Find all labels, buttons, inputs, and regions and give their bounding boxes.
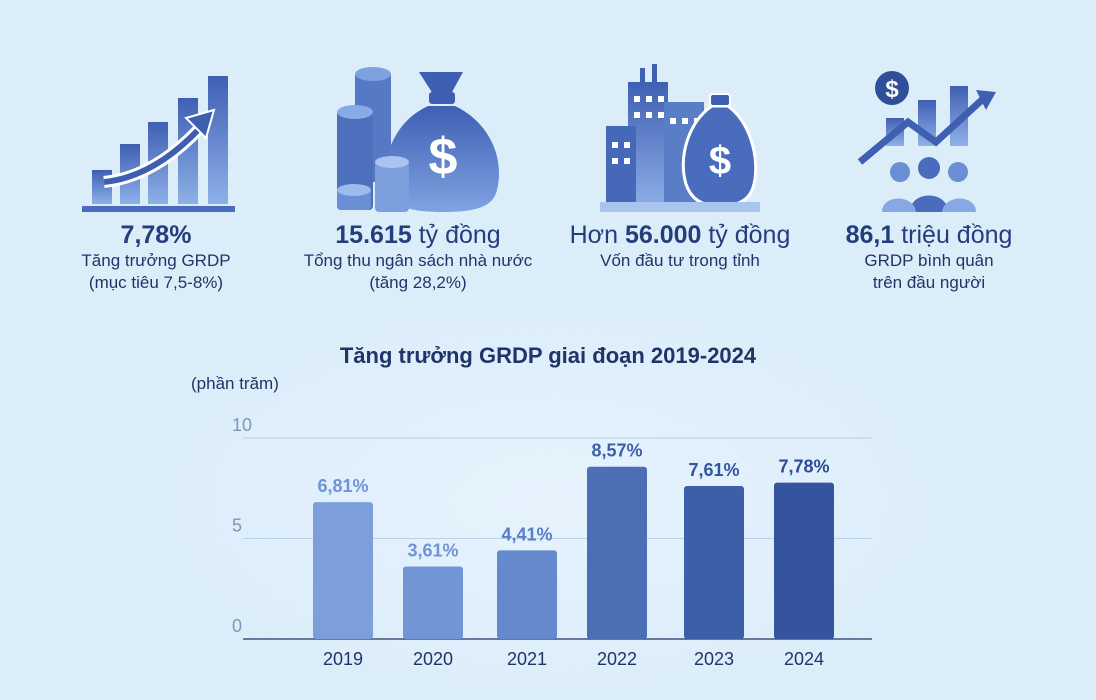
svg-text:$: $: [429, 128, 458, 186]
svg-text:$: $: [885, 76, 899, 103]
stat-grdp-growth: 7,78% Tăng trưởng GRDP (mục tiêu 7,5-8%): [21, 62, 291, 294]
stat-investment: $ Hơn 56.000 tỷ đồng Vốn đầu tư trong tỉ…: [545, 62, 815, 272]
stat-state-budget: $ 15.615 tỷ đồng Tổng thu ngân sách nhà …: [283, 62, 553, 294]
stat-value: 7,78%: [120, 221, 192, 249]
data-label: 3,61%: [407, 540, 458, 560]
bar: [684, 486, 744, 639]
y-tick-label: 5: [232, 516, 242, 536]
data-label: 7,61%: [688, 460, 739, 480]
x-tick-label: 2022: [597, 649, 637, 669]
x-tick-label: 2023: [694, 649, 734, 669]
chart-title: Tăng trưởng GRDP giai đoạn 2019-2024: [339, 343, 757, 368]
svg-text:$: $: [709, 139, 731, 183]
x-tick-label: 2021: [507, 649, 547, 669]
bar: [313, 502, 373, 639]
data-label: 8,57%: [591, 441, 642, 461]
stat-description-note: (tăng 28,2%): [369, 273, 467, 292]
money-bag-coins-icon: $: [337, 67, 500, 212]
stat-description: Vốn đầu tư trong tỉnh: [600, 251, 760, 270]
stat-prefix: Hơn: [569, 221, 625, 249]
city-investment-icon: $: [600, 64, 760, 212]
data-label: 6,81%: [317, 476, 368, 496]
bar: [774, 482, 834, 639]
y-tick-label: 0: [232, 616, 242, 636]
bar: [497, 550, 557, 639]
stat-value: 86,1: [845, 221, 895, 249]
stat-unit: tỷ đồng: [411, 221, 501, 249]
y-tick-label: 10: [232, 415, 252, 435]
y-axis-label: (phần trăm): [191, 374, 279, 393]
stat-unit: tỷ đồng: [701, 221, 791, 249]
stat-unit: triệu đồng: [894, 221, 1013, 249]
x-tick-label: 2020: [413, 649, 453, 669]
growth-bar-chart-icon: [81, 76, 235, 212]
bar: [587, 466, 647, 639]
bar: [403, 566, 463, 639]
data-label: 7,78%: [778, 457, 829, 477]
stat-description-note: (mục tiêu 7,5-8%): [88, 273, 224, 292]
stat-description: Tăng trưởng GRDP: [81, 251, 231, 270]
stat-description: Tổng thu ngân sách nhà nước: [303, 251, 533, 270]
x-tick-label: 2024: [784, 649, 824, 669]
stat-value: 15.615: [335, 221, 412, 249]
x-tick-label: 2019: [323, 649, 363, 669]
data-label: 4,41%: [501, 524, 552, 544]
income-per-capita-icon: $: [857, 71, 996, 212]
stat-description: GRDP bình quân: [864, 251, 994, 270]
stat-value: 56.000: [624, 221, 702, 249]
stat-grdp-per-capita: $ 86,1 triệu đồng GRDP bình quân trên đầ…: [794, 62, 1064, 294]
stat-description-note: trên đầu người: [872, 273, 986, 292]
